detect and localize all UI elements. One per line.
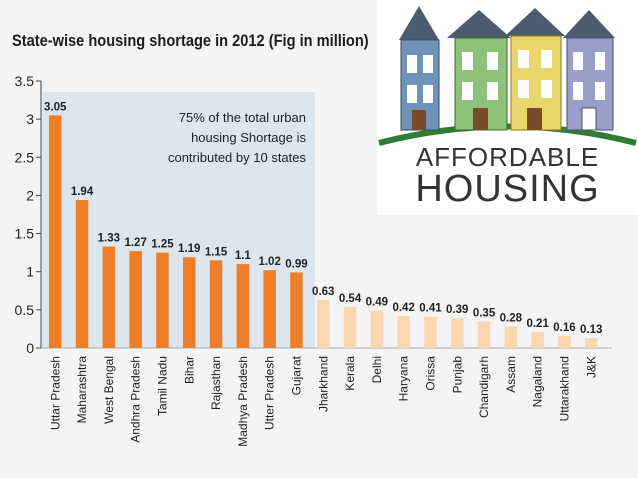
logo-text-affordable: AFFORDABLE <box>415 142 600 172</box>
bar <box>156 252 169 348</box>
logo-text-housing: HOUSING <box>415 168 600 210</box>
bar <box>263 270 276 348</box>
y-tick-label: 0 <box>26 340 34 356</box>
data-label: 0.54 <box>339 293 362 305</box>
category-label: Delhi <box>370 356 384 383</box>
data-label: 1.27 <box>124 237 146 249</box>
house-icon <box>447 10 511 131</box>
category-label: Maharashtra <box>75 356 89 424</box>
y-tick-label: 2.5 <box>15 149 35 165</box>
category-labels: Uttar Pradesh Maharashtra West Bengal Andhr… <box>48 355 598 446</box>
category-label: Haryana <box>397 356 411 402</box>
bar <box>317 299 330 348</box>
bar <box>183 257 196 348</box>
y-tick-label: 1.5 <box>15 226 35 242</box>
bar <box>236 264 250 348</box>
category-label: Madhya Pradesh <box>236 356 250 447</box>
category-label: Orissa <box>423 356 437 391</box>
bar <box>477 321 491 348</box>
category-label: Utter Pradesh <box>263 356 277 430</box>
house-icon <box>563 10 615 131</box>
houses-illustration <box>378 6 637 146</box>
data-label: 0.49 <box>366 297 388 309</box>
data-label: 1.15 <box>205 246 228 258</box>
y-tick-label: 0.5 <box>15 302 35 318</box>
data-label: 1.25 <box>151 239 174 251</box>
y-tick-label: 3.5 <box>15 73 35 89</box>
data-label: 1.1 <box>235 250 252 262</box>
y-tick-label: 2 <box>26 187 34 203</box>
data-label: 0.63 <box>312 286 334 298</box>
bar <box>343 306 357 348</box>
data-label: 1.94 <box>71 186 94 198</box>
annotation-line: housing Shortage is <box>191 130 306 145</box>
bar <box>102 246 116 348</box>
category-label: Punjab <box>450 356 464 394</box>
data-label: 0.28 <box>500 313 523 325</box>
house-icon <box>505 8 565 131</box>
bar <box>424 316 437 348</box>
data-label: 0.13 <box>580 324 602 336</box>
category-label: Rajasthan <box>209 356 223 410</box>
bar <box>290 272 303 348</box>
category-label: Gujarat <box>289 355 303 395</box>
data-label: 1.33 <box>98 233 120 245</box>
category-label: Kerala <box>343 356 357 391</box>
y-tick-label: 1 <box>26 264 34 280</box>
bar <box>504 326 518 348</box>
bar <box>585 338 598 348</box>
category-label: Uttarakhand <box>557 356 571 421</box>
data-label: 0.99 <box>285 258 307 270</box>
category-label: West Bengal <box>102 356 116 424</box>
data-label: 0.35 <box>473 307 496 319</box>
bars <box>49 115 598 348</box>
category-label: Andhra Pradesh <box>129 356 143 443</box>
data-label: 0.21 <box>526 318 549 330</box>
category-label: Jharkhand <box>316 356 330 412</box>
data-label: 0.42 <box>392 302 414 314</box>
data-label: 0.39 <box>446 304 468 316</box>
data-labels: 3.05 1.94 1.33 1.27 1.25 1.19 1.15 1.1 1.02 0.99 0… <box>44 101 602 336</box>
category-label: Chandigarh <box>477 356 491 418</box>
annotation-line: 75% of the total urban <box>179 110 306 125</box>
category-label: Assam <box>504 356 518 393</box>
bar <box>370 310 384 348</box>
bar <box>129 251 142 348</box>
annotation-line: contributed by 10 states <box>168 150 307 165</box>
bar <box>209 260 223 348</box>
affordable-housing-logo: AFFORDABLE HOUSING <box>377 0 638 215</box>
y-tick-label: 3 <box>26 111 34 127</box>
category-label: Bihar <box>182 356 196 384</box>
category-label: J&K <box>584 356 598 378</box>
category-label: Nagaland <box>531 356 545 407</box>
annotation: 75% of the total urban housing Shortage … <box>168 110 307 165</box>
bar <box>397 315 410 348</box>
category-label: Uttar Pradesh <box>48 356 62 430</box>
bar <box>451 318 464 348</box>
data-label: 1.19 <box>178 243 200 255</box>
bar <box>49 115 62 348</box>
category-label: Tamil Nadu <box>155 356 169 416</box>
chart-title: State-wise housing shortage in 2012 (Fig… <box>12 31 369 50</box>
bar <box>558 335 571 348</box>
data-label: 0.16 <box>553 322 575 334</box>
house-icon <box>399 6 440 131</box>
bar <box>531 331 544 348</box>
bar <box>75 200 89 348</box>
data-label: 1.02 <box>258 256 280 268</box>
data-label: 0.41 <box>419 303 442 315</box>
data-label: 3.05 <box>44 101 67 113</box>
